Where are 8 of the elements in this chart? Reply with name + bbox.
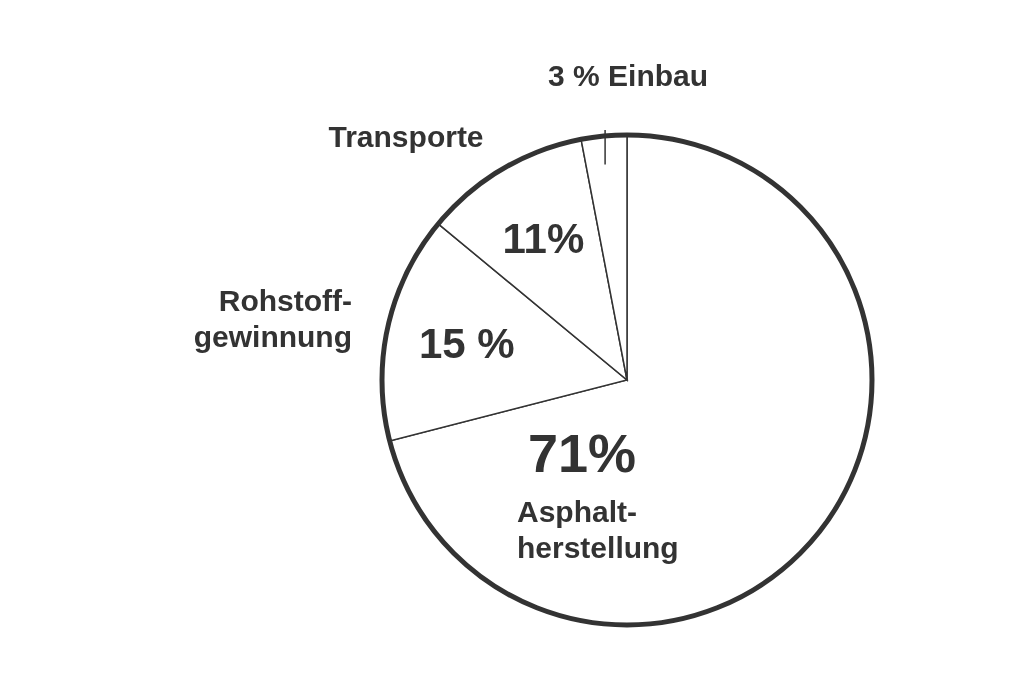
data-label: 3 % bbox=[548, 59, 600, 92]
slice-label: Asphalt- herstellung bbox=[517, 495, 679, 564]
data-label: 71% bbox=[527, 423, 637, 483]
slice-label: Einbau bbox=[608, 59, 709, 92]
slice-label: Rohstoff- gewinnung bbox=[193, 283, 353, 353]
data-label: 11% bbox=[502, 214, 585, 262]
data-label: 15 % bbox=[418, 320, 515, 368]
slice-label: Transporte bbox=[328, 120, 484, 154]
